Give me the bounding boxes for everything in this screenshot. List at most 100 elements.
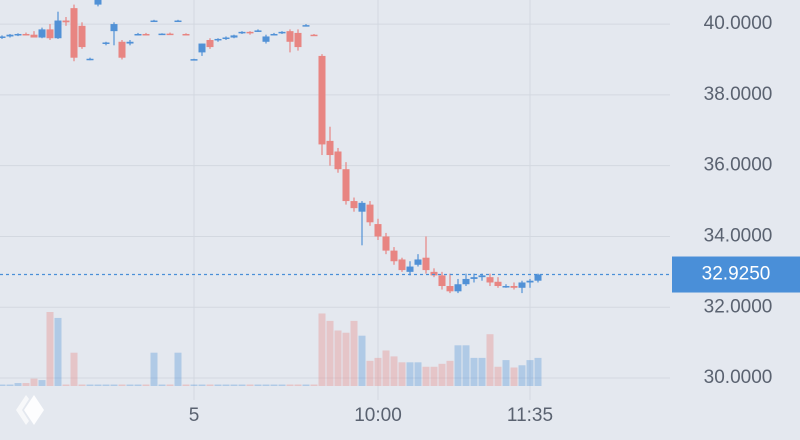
volume-bar	[198, 384, 206, 386]
x-tick-label: 10:00	[354, 405, 402, 426]
volume-bar	[310, 384, 318, 386]
volume-bar	[510, 367, 518, 386]
volume-bar	[446, 360, 454, 386]
volume-bar	[270, 384, 278, 386]
y-tick-label: 36.0000	[704, 155, 773, 176]
candle-body	[294, 32, 302, 48]
candle-body	[206, 40, 214, 48]
candle-body	[46, 29, 54, 39]
volume-bar	[126, 384, 134, 386]
candle-body	[366, 204, 374, 223]
volume-bar	[374, 357, 382, 386]
volume-bar	[70, 352, 78, 386]
candle-body	[526, 280, 534, 283]
candle-body	[38, 29, 46, 38]
volume-bar	[390, 356, 398, 386]
volume-bar	[46, 312, 54, 386]
volume-bar	[366, 360, 374, 386]
candle-body	[406, 266, 414, 272]
volume-bar	[246, 384, 254, 386]
last-price-label: 32.9250	[702, 264, 771, 285]
volume-bar	[454, 345, 462, 386]
y-tick-label: 38.0000	[704, 84, 773, 105]
candle-body	[510, 286, 518, 288]
candle-body	[110, 24, 118, 32]
candle-body	[534, 274, 542, 281]
volume-bar	[294, 384, 302, 386]
volume-bar	[262, 384, 270, 386]
candle-body	[334, 151, 342, 170]
candle-body	[62, 20, 70, 23]
candle-body	[102, 42, 110, 44]
volume-bar	[214, 384, 222, 386]
candle-body	[222, 37, 230, 40]
candle-body	[326, 140, 334, 156]
candle-body	[342, 169, 350, 202]
candle-body	[166, 33, 174, 36]
volume-bar	[222, 384, 230, 386]
volume-bar	[342, 332, 350, 386]
candle-body	[438, 275, 446, 287]
candle-body	[286, 31, 294, 42]
candle-body	[358, 202, 366, 212]
candle-body	[198, 43, 206, 53]
volume-bar	[14, 383, 22, 386]
candle-body	[310, 34, 318, 37]
candle-body	[142, 33, 150, 36]
candle-body	[478, 275, 486, 278]
volume-layer	[0, 312, 542, 386]
volume-bar	[78, 384, 86, 386]
volume-bar	[118, 384, 126, 386]
candle-body	[134, 33, 142, 36]
volume-bar	[318, 313, 326, 386]
volume-bar	[414, 362, 422, 386]
volume-bar	[206, 384, 214, 386]
grid	[0, 0, 670, 400]
candle-body	[14, 33, 22, 36]
candle-body	[270, 33, 278, 36]
volume-bar	[230, 384, 238, 386]
volume-bar	[334, 330, 342, 386]
last-price-box	[672, 256, 800, 293]
volume-bar	[190, 384, 198, 386]
candle-body	[430, 271, 438, 276]
candle-body	[422, 257, 430, 271]
candle-body	[158, 33, 166, 36]
candle-body	[70, 8, 78, 58]
y-tick-label: 30.0000	[704, 367, 773, 388]
logo	[16, 395, 44, 425]
candle-body	[382, 236, 390, 251]
volume-bar	[438, 363, 446, 386]
volume-bar	[102, 384, 110, 386]
candle-body	[350, 201, 358, 209]
volume-bar	[142, 384, 150, 386]
x-tick-label: 11:35	[507, 405, 553, 426]
volume-bar	[38, 380, 46, 386]
candle-body	[230, 35, 238, 38]
candle-body	[6, 34, 14, 37]
candle-body	[502, 286, 510, 288]
volume-bar	[494, 366, 502, 386]
candle-body	[446, 286, 454, 292]
candle-body	[118, 41, 126, 58]
candle-body	[30, 34, 38, 38]
candle-body	[94, 0, 102, 5]
volume-bar	[350, 320, 358, 386]
candle-body	[174, 20, 182, 23]
candle-layer	[0, 0, 542, 294]
candle-body	[214, 38, 222, 41]
volume-bar	[0, 384, 6, 386]
candle-body	[246, 31, 254, 34]
volume-bar	[30, 378, 38, 386]
volume-bar	[86, 384, 94, 386]
y-tick-label: 34.0000	[704, 225, 773, 246]
volume-bar	[302, 384, 310, 386]
candle-body	[190, 59, 198, 61]
volume-bar	[110, 384, 118, 386]
candle-body	[462, 278, 470, 285]
y-tick-label: 40.0000	[704, 13, 773, 34]
candle-body	[486, 277, 494, 283]
candle-body	[238, 31, 246, 34]
candle-body	[262, 36, 270, 42]
